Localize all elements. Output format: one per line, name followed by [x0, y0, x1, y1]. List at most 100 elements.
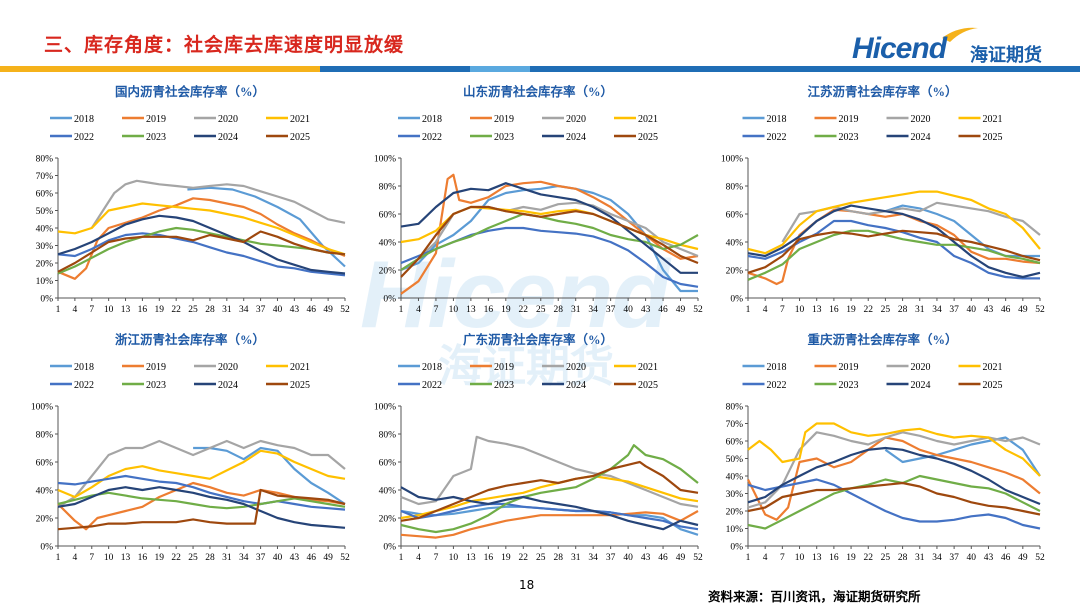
x-tick-label: 1	[746, 553, 751, 563]
x-tick-label: 28	[553, 553, 563, 563]
legend-label-2020: 2020	[911, 362, 931, 373]
y-tick-label: 100%	[374, 403, 396, 413]
x-tick-label: 40	[623, 305, 633, 315]
series-line-2025	[57, 488, 346, 531]
x-tick-label: 28	[553, 305, 563, 315]
x-tick-label: 28	[898, 305, 908, 315]
y-tick-label: 60%	[36, 190, 54, 200]
x-tick-label: 19	[846, 305, 856, 315]
x-tick-label: 16	[829, 553, 839, 563]
y-tick-label: 80%	[36, 155, 54, 165]
legend-label-2021: 2021	[983, 362, 1003, 373]
chart-national-inventory: 国内沥青社会库存率（%） 2018 2019 2020 2021 2022 2023 2024…	[36, 84, 350, 315]
series-line-2024	[400, 182, 698, 274]
header-bar-blue	[320, 66, 1080, 72]
x-tick-label: 37	[949, 305, 959, 315]
legend-label-2022: 2022	[767, 380, 787, 391]
x-tick-label: 34	[588, 305, 598, 315]
x-tick-label: 13	[812, 305, 822, 315]
x-tick-label: 1	[56, 553, 61, 563]
x-tick-label: 22	[863, 305, 873, 315]
x-tick-label: 40	[967, 305, 977, 315]
y-tick-label: 70%	[726, 420, 744, 430]
x-tick-label: 46	[658, 553, 668, 563]
series-line-2018	[187, 186, 346, 268]
x-tick-label: 7	[780, 553, 785, 563]
legend-label-2025: 2025	[983, 380, 1003, 391]
series-line-2022	[57, 232, 346, 277]
x-tick-label: 34	[932, 553, 942, 563]
series-line-2020	[90, 179, 346, 229]
y-tick-label: 20%	[36, 260, 54, 270]
series-line-2023	[747, 474, 1041, 530]
legend-label-2025: 2025	[983, 132, 1003, 143]
series-line-2019	[747, 208, 1041, 286]
y-tick-label: 20%	[726, 267, 744, 277]
y-tick-label: 60%	[726, 438, 744, 448]
x-tick-label: 19	[155, 553, 165, 563]
x-tick-label: 34	[588, 553, 598, 563]
series-line-2021	[400, 474, 699, 520]
legend-label-2024: 2024	[566, 132, 586, 143]
legend-label-2018: 2018	[767, 362, 787, 373]
y-tick-label: 60%	[379, 211, 397, 221]
legend-label-2020: 2020	[566, 362, 586, 373]
x-tick-label: 28	[205, 553, 215, 563]
legend-label-2018: 2018	[74, 114, 94, 125]
y-tick-label: 100%	[721, 155, 743, 165]
x-tick-label: 1	[399, 305, 404, 315]
series-line-2022	[747, 219, 1040, 280]
x-tick-label: 19	[846, 553, 856, 563]
y-tick-label: 70%	[36, 172, 54, 182]
x-tick-label: 16	[138, 305, 148, 315]
x-tick-label: 49	[676, 553, 686, 563]
y-tick-label: 40%	[36, 487, 54, 497]
y-tick-label: 30%	[726, 490, 744, 500]
series-line-2024	[57, 214, 346, 275]
legend-label-2024: 2024	[218, 132, 238, 143]
y-tick-label: 80%	[726, 183, 744, 193]
y-tick-label: 20%	[379, 515, 397, 525]
series-line-2021	[57, 202, 346, 256]
series-line-2022	[400, 502, 699, 531]
x-tick-label: 43	[984, 553, 994, 563]
x-tick-label: 22	[519, 305, 529, 315]
series-line-2022	[57, 474, 346, 511]
y-tick-label: 40%	[36, 225, 54, 235]
x-tick-label: 43	[984, 305, 994, 315]
y-tick-label: 10%	[36, 277, 54, 287]
x-tick-label: 7	[89, 305, 94, 315]
legend-label-2019: 2019	[839, 362, 859, 373]
legend-label-2020: 2020	[566, 114, 586, 125]
x-tick-label: 19	[501, 305, 511, 315]
y-tick-label: 20%	[726, 508, 744, 518]
series-line-2023	[400, 212, 699, 271]
y-tick-label: 40%	[379, 239, 397, 249]
x-tick-label: 19	[155, 305, 165, 315]
series-line-2025	[747, 481, 1041, 516]
page-number: 18	[519, 578, 535, 592]
x-tick-label: 49	[323, 305, 333, 315]
legend-label-2021: 2021	[290, 362, 310, 373]
x-tick-label: 46	[658, 305, 668, 315]
x-tick-label: 37	[949, 553, 959, 563]
y-tick-label: 0%	[730, 295, 743, 305]
x-tick-label: 34	[239, 553, 249, 563]
legend-label-2024: 2024	[911, 380, 931, 391]
x-tick-label: 7	[89, 553, 94, 563]
x-tick-label: 1	[56, 305, 61, 315]
data-source-note: 资料来源：百川资讯，海证期货研究所	[708, 589, 921, 604]
legend-label-2020: 2020	[218, 114, 238, 125]
x-tick-label: 22	[171, 305, 181, 315]
legend-label-2018: 2018	[422, 362, 442, 373]
y-tick-label: 40%	[379, 487, 397, 497]
legend-label-2021: 2021	[983, 114, 1003, 125]
x-tick-label: 16	[484, 305, 494, 315]
x-tick-label: 4	[416, 305, 421, 315]
x-tick-label: 16	[138, 553, 148, 563]
legend-label-2023: 2023	[494, 380, 514, 391]
y-tick-label: 60%	[379, 459, 397, 469]
series-line-2018	[884, 436, 1041, 477]
y-tick-label: 20%	[379, 267, 397, 277]
series-line-2024	[747, 204, 1041, 279]
